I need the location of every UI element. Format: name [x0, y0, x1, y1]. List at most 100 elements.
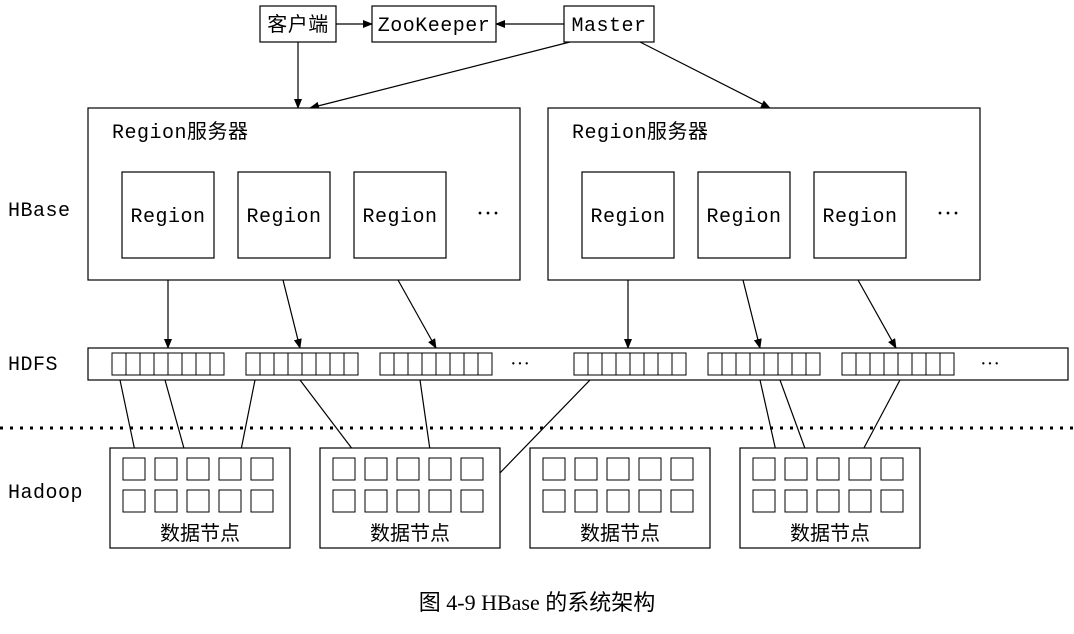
dn-cell-3-0-2 — [817, 458, 839, 480]
label-hbase: HBase — [8, 200, 71, 223]
arrow-region-hdfs-4 — [743, 280, 760, 348]
hdfs-cell-3-3 — [616, 353, 630, 375]
hdfs-cell-1-4 — [302, 353, 316, 375]
dn-cell-1-1-4 — [461, 490, 483, 512]
dn-cell-0-0-3 — [219, 458, 241, 480]
hdfs-cell-4-2 — [736, 353, 750, 375]
hdfs-cell-1-7 — [344, 353, 358, 375]
dn-cell-3-1-0 — [753, 490, 775, 512]
hdfs-cell-2-6 — [464, 353, 478, 375]
hdfs-cell-2-5 — [450, 353, 464, 375]
arrow-region-hdfs-1 — [283, 280, 300, 348]
hdfs-cell-0-3 — [154, 353, 168, 375]
dn-cell-0-1-2 — [187, 490, 209, 512]
dn-cell-0-1-0 — [123, 490, 145, 512]
hdfs-cell-0-1 — [126, 353, 140, 375]
data-node-label-2: 数据节点 — [580, 522, 660, 545]
dn-cell-0-0-1 — [155, 458, 177, 480]
label-hdfs: HDFS — [8, 354, 58, 377]
hdfs-cell-5-1 — [856, 353, 870, 375]
hdfs-cell-1-2 — [274, 353, 288, 375]
hdfs-cell-4-4 — [764, 353, 778, 375]
hdfs-cell-0-7 — [210, 353, 224, 375]
client-label: 客户端 — [267, 13, 329, 38]
dn-cell-0-0-4 — [251, 458, 273, 480]
region-label-right-1: Region — [706, 206, 781, 229]
dn-cell-2-1-3 — [639, 490, 661, 512]
hdfs-ellipsis-0: ··· — [510, 353, 530, 375]
dn-cell-0-0-0 — [123, 458, 145, 480]
dn-cell-1-1-3 — [429, 490, 451, 512]
hdfs-cell-0-0 — [112, 353, 126, 375]
dn-cell-1-1-0 — [333, 490, 355, 512]
arrow-region-hdfs-2 — [398, 280, 436, 348]
dn-cell-3-0-1 — [785, 458, 807, 480]
dn-cell-0-1-3 — [219, 490, 241, 512]
label-hadoop: Hadoop — [8, 482, 83, 505]
hdfs-cell-3-7 — [672, 353, 686, 375]
hdfs-cell-3-5 — [644, 353, 658, 375]
dn-cell-0-1-4 — [251, 490, 273, 512]
hdfs-cell-3-4 — [630, 353, 644, 375]
hdfs-cell-4-5 — [778, 353, 792, 375]
hdfs-cell-5-0 — [842, 353, 856, 375]
hdfs-cell-3-6 — [658, 353, 672, 375]
dn-cell-2-0-2 — [607, 458, 629, 480]
dn-cell-3-0-3 — [849, 458, 871, 480]
hdfs-cell-1-0 — [246, 353, 260, 375]
zookeeper-label: ZooKeeper — [378, 15, 491, 38]
figure-caption: 图 4-9 HBase 的系统架构 — [419, 590, 655, 615]
hdfs-cell-5-7 — [940, 353, 954, 375]
dn-cell-0-1-1 — [155, 490, 177, 512]
hdfs-cell-0-2 — [140, 353, 154, 375]
region-ellipsis-right: ··· — [936, 201, 960, 227]
hdfs-cell-1-3 — [288, 353, 302, 375]
hdfs-cell-1-1 — [260, 353, 274, 375]
region-label-left-2: Region — [362, 206, 437, 229]
region-label-left-1: Region — [246, 206, 321, 229]
dn-cell-2-0-3 — [639, 458, 661, 480]
hdfs-ellipsis-1: ··· — [980, 353, 1000, 375]
dn-cell-3-0-0 — [753, 458, 775, 480]
data-node-label-0: 数据节点 — [160, 522, 240, 545]
hdfs-cell-4-6 — [792, 353, 806, 375]
dn-cell-3-1-3 — [849, 490, 871, 512]
region-server-label-right: Region服务器 — [572, 120, 709, 145]
dn-cell-3-1-4 — [881, 490, 903, 512]
dn-cell-2-0-4 — [671, 458, 693, 480]
dn-cell-2-1-1 — [575, 490, 597, 512]
hdfs-cell-0-4 — [168, 353, 182, 375]
hdfs-cell-2-2 — [408, 353, 422, 375]
hdfs-cell-5-6 — [926, 353, 940, 375]
dn-cell-3-1-2 — [817, 490, 839, 512]
hdfs-cell-2-3 — [422, 353, 436, 375]
region-label-right-2: Region — [822, 206, 897, 229]
dn-cell-1-0-1 — [365, 458, 387, 480]
hdfs-cell-2-4 — [436, 353, 450, 375]
dn-cell-1-0-4 — [461, 458, 483, 480]
master-label: Master — [571, 15, 646, 38]
dn-cell-2-1-4 — [671, 490, 693, 512]
hdfs-cell-4-7 — [806, 353, 820, 375]
region-label-left-0: Region — [130, 206, 205, 229]
hdfs-cell-2-1 — [394, 353, 408, 375]
dn-cell-2-1-2 — [607, 490, 629, 512]
dn-cell-2-0-0 — [543, 458, 565, 480]
dn-cell-1-0-0 — [333, 458, 355, 480]
dn-cell-2-1-0 — [543, 490, 565, 512]
hdfs-cell-2-0 — [380, 353, 394, 375]
hdfs-cell-4-1 — [722, 353, 736, 375]
hdfs-cell-1-5 — [316, 353, 330, 375]
region-server-label-left: Region服务器 — [112, 120, 249, 145]
hdfs-cell-3-0 — [574, 353, 588, 375]
arrow-master-rs-0 — [310, 42, 570, 108]
hdfs-cell-5-3 — [884, 353, 898, 375]
data-node-label-1: 数据节点 — [370, 522, 450, 545]
hdfs-cell-3-2 — [602, 353, 616, 375]
hdfs-cell-0-6 — [196, 353, 210, 375]
dn-cell-1-1-1 — [365, 490, 387, 512]
dn-cell-1-0-2 — [397, 458, 419, 480]
dn-cell-1-1-2 — [397, 490, 419, 512]
hdfs-cell-4-3 — [750, 353, 764, 375]
hdfs-cell-2-7 — [478, 353, 492, 375]
